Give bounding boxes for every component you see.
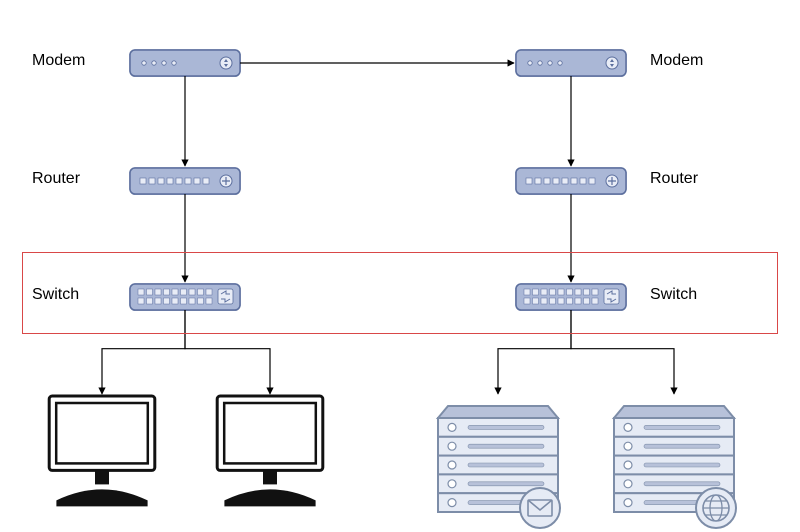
modem_l-device — [130, 50, 240, 77]
modem_r-device — [516, 50, 626, 77]
label-switch_right: Switch — [650, 286, 697, 304]
label-modem_left: Modem — [32, 52, 85, 70]
label-switch_left: Switch — [32, 286, 79, 304]
label-modem_right: Modem — [650, 52, 703, 70]
label-router_left: Router — [32, 170, 80, 188]
label-router_right: Router — [650, 170, 698, 188]
srv_web — [614, 406, 736, 528]
router_l-device — [130, 168, 240, 195]
srv_mail — [438, 406, 560, 528]
router_r-device — [516, 168, 626, 195]
pc2 — [217, 396, 323, 506]
pc1 — [49, 396, 155, 506]
